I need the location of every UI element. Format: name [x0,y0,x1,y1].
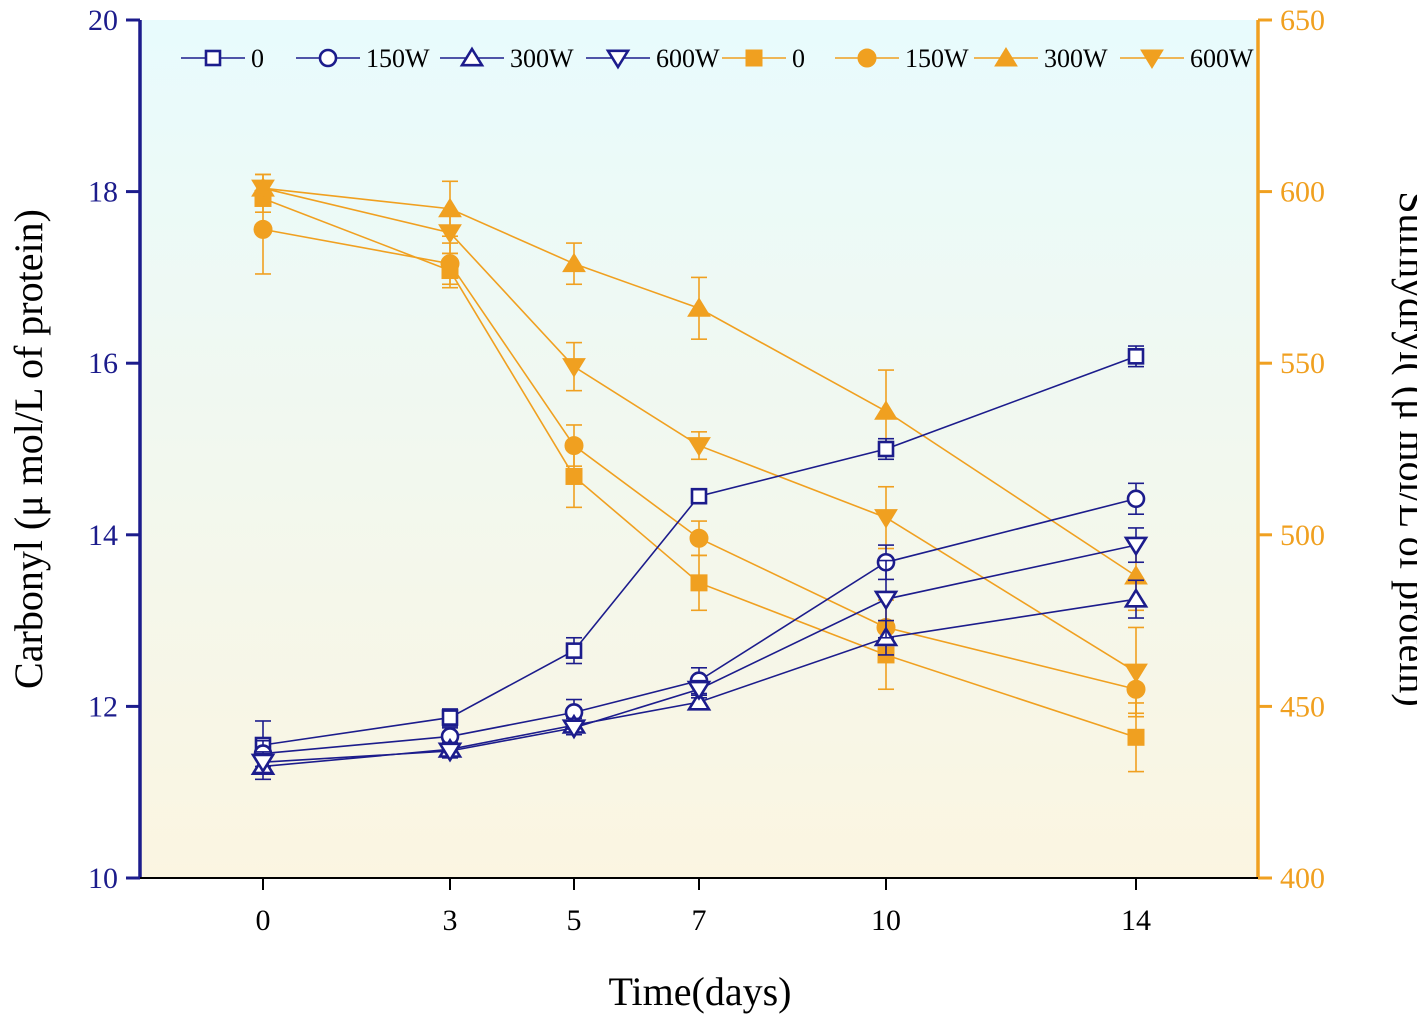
legend-marker [745,49,763,67]
data-point [877,440,895,458]
data-point [565,642,583,659]
data-point [562,358,586,378]
legend-marker [605,49,631,70]
right-y-axis-title: Sulfhydryl( (μ mol/L of protein) [1391,191,1417,706]
data-point [874,509,898,529]
legend-label: 0 [251,44,264,73]
series-line [262,544,1137,763]
right-y-tick-label: 550 [1280,347,1325,380]
right-y-tick-label: 500 [1280,519,1325,552]
data-point [565,467,583,485]
data-point [437,742,463,763]
legend-marker [994,47,1018,67]
x-tick-label: 10 [871,904,901,937]
x-axis-title: Time(days) [609,969,792,1014]
legend-entry-left-300w: 300W [440,44,574,73]
x-tick-label: 3 [443,904,458,937]
left-y-tick-label: 10 [88,862,118,895]
series-right-600w [251,173,1148,718]
left-y-axis-title: Carbonyl (μ mol/L of protein) [6,209,51,689]
data-point [1124,663,1148,684]
data-point [562,252,586,273]
legend-label: 0 [792,44,805,73]
legend-marker [1140,49,1164,69]
legend-label: 300W [510,44,574,73]
data-point [873,590,899,611]
data-point [1127,348,1145,365]
legend-label: 300W [1044,44,1108,73]
series-line [262,497,1137,755]
left-y-tick-label: 18 [88,176,118,209]
legend-entry-left-150w: 150W [296,44,430,73]
data-point [1127,728,1145,746]
data-point [438,224,462,244]
legend-entry-left-0: 0 [181,44,264,73]
right-y-tick-label: 650 [1280,4,1325,37]
x-tick-label: 5 [567,904,582,937]
data-point [690,487,708,505]
x-tick-label: 14 [1121,904,1151,937]
legend-label: 150W [905,44,969,73]
data-point [1126,489,1146,509]
data-point [1123,536,1149,557]
legend-label: 150W [366,44,430,73]
left-y-tick-label: 20 [88,4,118,37]
series-line [262,228,1137,691]
data-point [1123,587,1149,608]
legend-label: 600W [656,44,720,73]
legend-entry-right-150w: 150W [835,44,969,73]
data-point [687,437,711,457]
legend-entry-right-600w: 600W [1120,44,1254,73]
data-point [441,709,459,726]
data-point [874,400,898,420]
legend-marker [857,48,877,68]
data-point [251,179,275,200]
data-point [564,436,584,456]
x-tick-label: 7 [692,904,707,937]
data-point [253,219,273,239]
left-y-tick-label: 14 [88,519,118,552]
data-point [440,254,460,274]
legend-marker [459,46,485,67]
series-line [262,187,1137,577]
series-left-600w [250,527,1149,774]
legend-label: 600W [1190,44,1254,73]
data-point [561,719,587,740]
right-y-tick-label: 450 [1280,690,1325,723]
legend-entry-left-600w: 600W [586,44,720,73]
legend-entry-right-300w: 300W [974,44,1108,73]
data-point [687,297,711,317]
data-point [250,753,276,774]
series-line [262,187,1137,673]
series-line [262,355,1137,746]
x-tick-label: 0 [256,904,271,937]
right-y-tick-label: 400 [1280,862,1325,895]
data-point [690,574,708,592]
left-y-tick-label: 12 [88,690,118,723]
legend-marker [204,49,222,67]
legend-entry-right-0: 0 [722,44,805,73]
data-point [686,690,712,711]
right-y-tick-label: 600 [1280,176,1325,209]
data-point [686,680,712,701]
legend-marker [318,48,338,68]
data-point [689,528,709,548]
left-y-tick-label: 16 [88,347,118,380]
